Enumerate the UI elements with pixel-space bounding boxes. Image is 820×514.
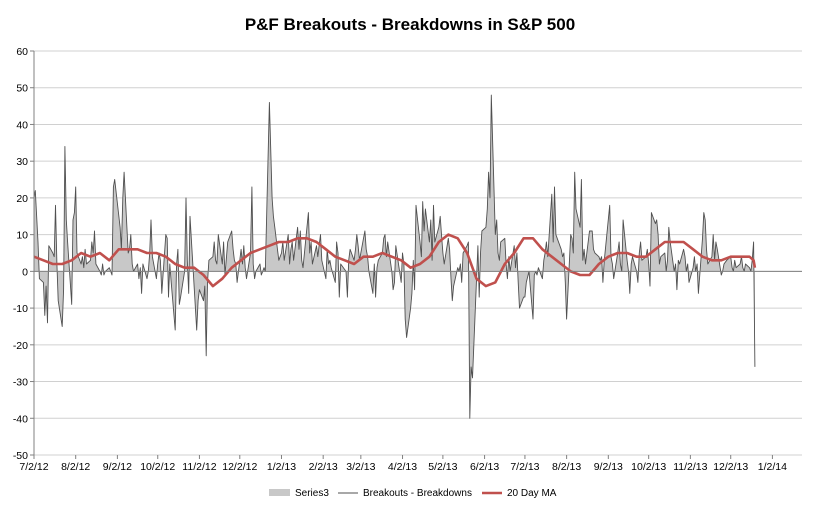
legend-label-ma: 20 Day MA xyxy=(507,488,557,499)
y-tick-label: 60 xyxy=(16,46,28,58)
x-tick-label: 1/2/13 xyxy=(267,461,296,473)
x-tick-label: 1/2/14 xyxy=(758,461,787,473)
legend-label-series3: Series3 xyxy=(295,488,329,499)
x-tick-label: 4/2/13 xyxy=(388,461,417,473)
y-tick-label: -10 xyxy=(13,303,28,315)
y-tick-label: 40 xyxy=(16,119,28,131)
y-tick-label: 0 xyxy=(22,266,28,278)
x-tick-label: 8/2/13 xyxy=(552,461,581,473)
y-tick-label: 20 xyxy=(16,193,28,205)
x-tick-label: 7/2/13 xyxy=(510,461,539,473)
x-tick-label: 10/2/12 xyxy=(140,461,175,473)
x-tick-label: 3/2/13 xyxy=(346,461,375,473)
x-tick-label: 5/2/13 xyxy=(428,461,457,473)
legend-swatch-series3 xyxy=(269,489,290,496)
x-tick-label: 11/2/13 xyxy=(673,461,707,473)
breakouts-breakdowns-line xyxy=(33,94,756,419)
line-series xyxy=(33,94,756,419)
x-tick-label: 6/2/13 xyxy=(470,461,499,473)
ma-series xyxy=(33,233,757,288)
y-tick-labels: 60 50 40 30 20 10 0 -10 -20 -30 -40 -50 xyxy=(13,46,28,462)
x-tick-labels: 7/2/12 8/2/12 9/2/12 10/2/12 11/2/12 12/2/12 1… xyxy=(19,461,787,473)
y-tick-label: -30 xyxy=(13,377,28,389)
x-tick-label: 12/2/12 xyxy=(222,461,257,473)
x-tick-label: 10/2/13 xyxy=(631,461,666,473)
y-tick-label: -40 xyxy=(13,413,28,425)
y-tick-label: 30 xyxy=(16,156,28,168)
x-tick-label: 9/2/13 xyxy=(594,461,623,473)
y-tick-label: 10 xyxy=(16,230,28,242)
x-tick-label: 8/2/12 xyxy=(61,461,90,473)
axes xyxy=(30,50,802,459)
x-tick-label: 12/2/13 xyxy=(713,461,748,473)
legend: Series3 Breakouts - Breakdowns 20 Day MA xyxy=(269,488,557,499)
y-tick-label: 50 xyxy=(16,83,28,95)
y-tick-label: -20 xyxy=(13,340,28,352)
y-tick-label: -50 xyxy=(13,450,28,462)
legend-label-breakouts: Breakouts - Breakdowns xyxy=(363,488,472,499)
x-tick-label: 7/2/12 xyxy=(19,461,48,473)
chart-title: P&F Breakouts - Breakdowns in S&P 500 xyxy=(245,15,575,34)
x-tick-label: 11/2/12 xyxy=(182,461,216,473)
x-tick-label: 2/2/13 xyxy=(309,461,338,473)
ma-20-day-line xyxy=(33,233,757,288)
x-tick-label: 9/2/12 xyxy=(103,461,132,473)
